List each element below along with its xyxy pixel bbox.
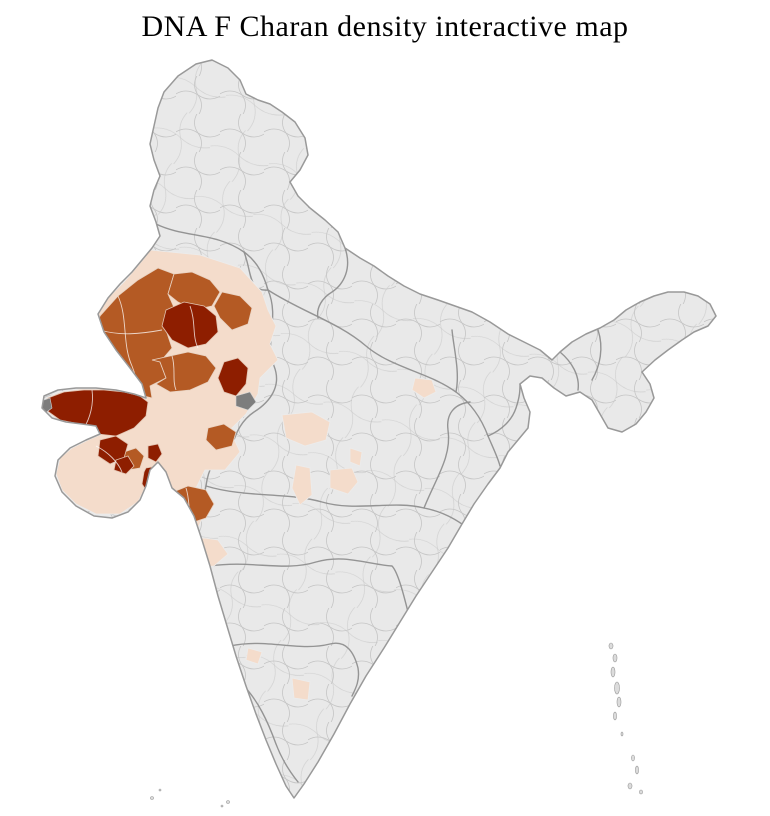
district-region-low[interactable] (329, 467, 359, 495)
district-region-high[interactable] (141, 465, 165, 497)
island-chain-lakshadweep[interactable] (150, 788, 230, 808)
district-region-medium[interactable] (213, 291, 253, 331)
district-region-nodata[interactable] (235, 391, 257, 411)
district-region-high[interactable] (217, 357, 249, 397)
district-region-medium[interactable] (205, 423, 237, 451)
district-region-nodata[interactable] (517, 445, 545, 467)
district-region-medium[interactable] (151, 351, 217, 393)
island-chain-andaman[interactable] (608, 642, 643, 795)
district-region-high[interactable] (147, 443, 163, 463)
district-region-low[interactable] (291, 677, 311, 701)
district-region-nodata[interactable] (36, 397, 53, 415)
district-region-low[interactable] (349, 447, 363, 467)
district-region-low[interactable] (245, 647, 263, 665)
district-region-high[interactable] (113, 455, 135, 475)
page-title: DNA F Charan density interactive map (141, 10, 629, 43)
district-region-low[interactable] (411, 377, 437, 399)
district-region-medium[interactable] (167, 271, 221, 311)
district-region-high[interactable] (135, 499, 163, 535)
district-region-high[interactable] (161, 301, 219, 349)
district-region-low[interactable] (281, 411, 331, 447)
district-region-low[interactable] (291, 464, 313, 506)
district-region-medium[interactable] (95, 267, 177, 399)
